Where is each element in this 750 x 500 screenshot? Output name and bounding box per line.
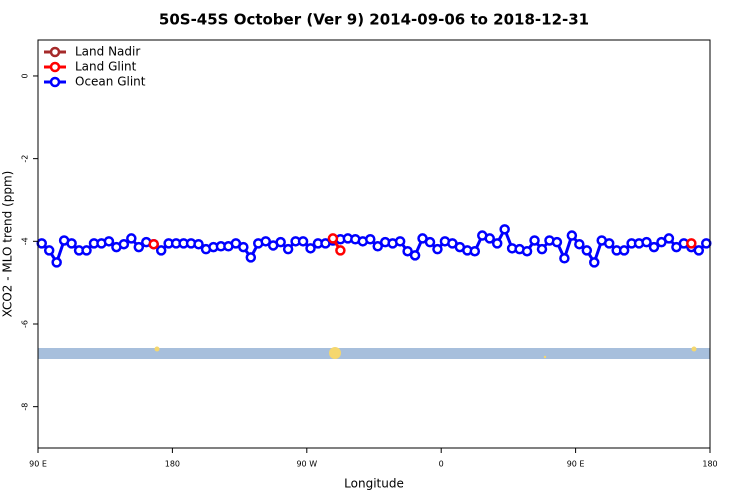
point bbox=[118, 238, 130, 250]
point bbox=[305, 243, 316, 254]
point bbox=[693, 245, 705, 256]
point bbox=[618, 245, 630, 256]
legend-label: Land Glint bbox=[75, 60, 137, 74]
y-tick-label: -8 bbox=[21, 403, 30, 411]
point bbox=[424, 236, 436, 248]
point bbox=[372, 241, 383, 252]
point bbox=[103, 236, 115, 247]
x-tick-label: 180 bbox=[165, 460, 180, 469]
point bbox=[409, 250, 421, 261]
point bbox=[43, 245, 55, 256]
y-tick-label: -2 bbox=[21, 155, 30, 163]
point bbox=[499, 224, 510, 235]
point bbox=[574, 238, 585, 250]
point bbox=[484, 233, 495, 244]
marker bbox=[691, 346, 697, 352]
x-tick-label: 0 bbox=[439, 460, 444, 469]
point bbox=[327, 233, 339, 244]
point bbox=[155, 245, 167, 256]
legend-marker bbox=[49, 61, 61, 73]
plot-area bbox=[36, 224, 712, 268]
point bbox=[126, 233, 137, 244]
point bbox=[536, 243, 548, 255]
point bbox=[648, 241, 660, 253]
y-tick-label: 0 bbox=[21, 73, 30, 78]
point bbox=[432, 243, 443, 255]
point bbox=[335, 245, 346, 256]
y-tick-label: -4 bbox=[21, 237, 30, 245]
plot-frame bbox=[37, 39, 711, 449]
point bbox=[81, 245, 92, 256]
point bbox=[51, 257, 62, 268]
y-axis-label: XCO2 - MLO trend (ppm) bbox=[1, 171, 15, 318]
point bbox=[663, 233, 675, 244]
point bbox=[551, 236, 563, 248]
point bbox=[66, 238, 77, 249]
markers bbox=[154, 346, 697, 359]
point bbox=[521, 245, 533, 257]
point bbox=[36, 238, 47, 249]
point bbox=[275, 236, 286, 248]
point bbox=[394, 236, 406, 247]
legend-label: Land Nadir bbox=[75, 45, 140, 59]
point bbox=[559, 253, 570, 264]
point bbox=[491, 238, 503, 249]
chart-title: 50S-45S October (Ver 9) 2014-09-06 to 20… bbox=[159, 11, 589, 29]
marker bbox=[154, 346, 160, 352]
x-tick-label: 180 bbox=[702, 460, 717, 469]
x-tick-label: 90 E bbox=[567, 460, 585, 469]
point bbox=[193, 238, 204, 250]
point bbox=[581, 245, 593, 256]
point bbox=[701, 238, 712, 249]
legend-marker bbox=[49, 76, 61, 88]
x-tick-label: 90 W bbox=[296, 460, 317, 469]
point bbox=[133, 241, 145, 253]
x-axis-label: Longitude bbox=[344, 477, 404, 491]
point bbox=[529, 235, 540, 246]
legend-marker bbox=[49, 46, 61, 58]
marker bbox=[543, 355, 547, 359]
point bbox=[686, 238, 697, 249]
point bbox=[589, 257, 600, 268]
point bbox=[260, 236, 271, 247]
point bbox=[566, 230, 578, 241]
x-tick-label: 90 E bbox=[29, 460, 47, 469]
point bbox=[148, 238, 159, 250]
legend-label: Ocean Glint bbox=[75, 75, 146, 89]
point bbox=[365, 233, 376, 245]
point bbox=[282, 243, 294, 255]
marker bbox=[329, 347, 341, 359]
y-tick-label: -6 bbox=[21, 320, 30, 328]
coverage-band bbox=[38, 348, 710, 359]
point bbox=[297, 236, 309, 247]
point bbox=[245, 252, 257, 263]
point bbox=[641, 236, 652, 248]
point bbox=[238, 241, 249, 253]
point bbox=[603, 238, 615, 249]
point bbox=[402, 245, 413, 257]
point bbox=[469, 245, 481, 257]
